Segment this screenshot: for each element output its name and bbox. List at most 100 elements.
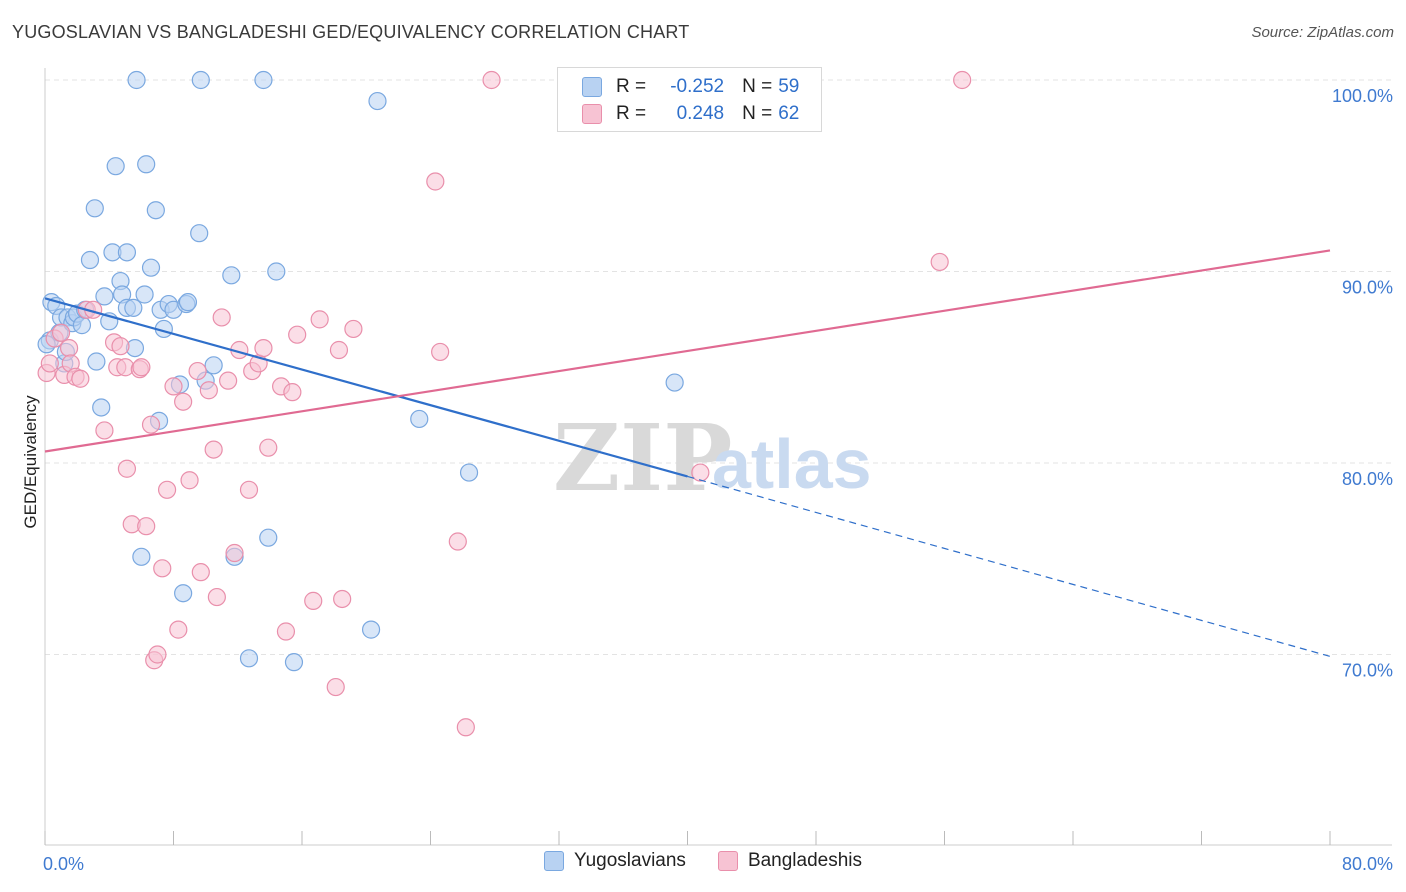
bangladeshi-point (431, 342, 450, 362)
bangladeshi-trend-line (44, 249, 1331, 453)
bangladeshi-point (448, 532, 467, 551)
blue-swatch-icon (543, 851, 564, 871)
bangladeshi-point (71, 369, 90, 388)
bangladeshi-point (239, 480, 259, 499)
legend-row-yugoslavians: R = -0.252 N = 59 (582, 74, 799, 100)
bangladeshi-point (174, 392, 193, 411)
source-credit: Source: ZipAtlas.com (1251, 24, 1394, 41)
chart-title: YUGOSLAVIAN VS BANGLADESHI GED/EQUIVALEN… (12, 22, 690, 42)
bangladeshi-point (283, 383, 302, 402)
yugoslavian-point (132, 547, 151, 566)
n-value: 62 (778, 103, 800, 124)
bangladeshi-point (169, 620, 188, 639)
bangladeshi-point (188, 361, 207, 381)
yugoslavian-point (368, 91, 387, 111)
yugoslavian-point (72, 316, 92, 335)
yugoslavian-point (239, 649, 259, 668)
yugoslavian-point (459, 463, 479, 482)
bangladeshi-point (51, 323, 71, 342)
bangladeshi-point (482, 70, 501, 90)
bangladeshi-point (254, 339, 273, 358)
bangladeshi-point (40, 354, 59, 373)
yugoslavian-point (361, 620, 381, 639)
series-legend: Yugoslavians Bangladeshis (0, 850, 1406, 872)
x-tick-label: 80.0% (1342, 854, 1393, 874)
bangladeshi-point (157, 480, 177, 499)
bangladeshi-point (148, 645, 167, 664)
n-label: N = (742, 76, 773, 97)
r-value: -0.252 (670, 76, 725, 97)
yugoslavian-point (178, 293, 198, 312)
yugoslavian-point (85, 199, 104, 218)
legend-label: Bangladeshis (747, 850, 863, 871)
bangladeshi-point (276, 622, 296, 641)
bangladeshi-point (288, 325, 307, 344)
pink-swatch-icon (717, 851, 738, 871)
n-value: 59 (778, 76, 800, 97)
bangladeshi-point (199, 381, 218, 400)
yugoslavian-point (106, 157, 125, 176)
legend-label: Yugoslavians (573, 850, 686, 871)
legend-item-yugoslavians[interactable]: Yugoslavians (543, 850, 686, 872)
bangladeshi-point (212, 308, 231, 327)
yugoslavian-point (174, 584, 193, 603)
bangladeshi-point (259, 438, 278, 457)
yugoslavian-point (267, 262, 286, 281)
yugoslavian-trend-line (44, 297, 688, 478)
r-label: R = (616, 76, 647, 97)
bangladeshi-point (141, 415, 161, 434)
watermark-atlas: atlas (712, 425, 872, 503)
r-label: R = (616, 103, 647, 124)
yugoslavian-point (127, 70, 146, 90)
bangladeshi-point (204, 440, 223, 459)
bangladeshi-point (153, 559, 172, 578)
yugoslavian-point (410, 409, 429, 429)
yugoslavian-point (191, 70, 210, 90)
yugoslavian-point (124, 298, 143, 317)
y-tick-label: 100.0% (1332, 86, 1393, 106)
yugoslavian-point (254, 70, 273, 90)
yugoslavian-trend-extension (687, 475, 1331, 657)
blue-swatch-icon (582, 77, 602, 97)
yugoslavian-point (117, 243, 137, 262)
tick-labels: 70.0% 80.0% 90.0% 100.0% 0.0% 80.0% (43, 86, 1393, 874)
bangladeshi-point (456, 718, 475, 737)
bangladeshi-point (304, 591, 323, 610)
n-label: N = (742, 103, 773, 124)
yugoslavian-point (665, 373, 684, 392)
yugoslavian-point (222, 266, 241, 285)
yugoslavian-point (141, 258, 161, 277)
yugoslavian-point (204, 356, 223, 375)
y-tick-label: 80.0% (1342, 469, 1393, 489)
bangladeshi-point (326, 677, 345, 697)
yugoslavian-point (87, 352, 106, 371)
bangladeshi-point (953, 70, 972, 90)
yugoslavian-point (146, 201, 165, 220)
bangladeshi-point (310, 310, 329, 329)
yugoslavian-point (80, 250, 100, 270)
bangladeshi-point (225, 543, 244, 563)
bangladeshi-point (426, 172, 445, 191)
y-axis-label: GED/Equivalency (21, 395, 40, 529)
legend-row-bangladeshis: R = 0.248 N = 62 (582, 101, 799, 127)
yugoslavian-point (259, 528, 278, 547)
yugoslavian-point (135, 285, 154, 304)
legend-item-bangladeshis[interactable]: Bangladeshis (717, 850, 863, 872)
watermark: ZIP atlas (553, 404, 872, 512)
yugoslavian-point (137, 155, 156, 174)
bangladeshi-point (329, 340, 349, 360)
yugoslavian-point (92, 398, 111, 417)
bangladeshi-point (333, 589, 352, 609)
bangladeshi-point (117, 459, 137, 478)
pink-swatch-icon (582, 104, 602, 124)
bangladeshi-point (137, 517, 156, 536)
bangladeshi-point (344, 319, 363, 339)
bangladeshi-point (132, 358, 151, 377)
y-tick-label: 90.0% (1342, 278, 1393, 298)
yugoslavian-point (284, 653, 304, 672)
yugoslavian-point (95, 287, 114, 306)
stats-legend: R = -0.252 N = 59 R = 0.248 N = 62 (557, 67, 822, 132)
data-points (37, 70, 972, 737)
bangladeshi-point (191, 563, 210, 582)
